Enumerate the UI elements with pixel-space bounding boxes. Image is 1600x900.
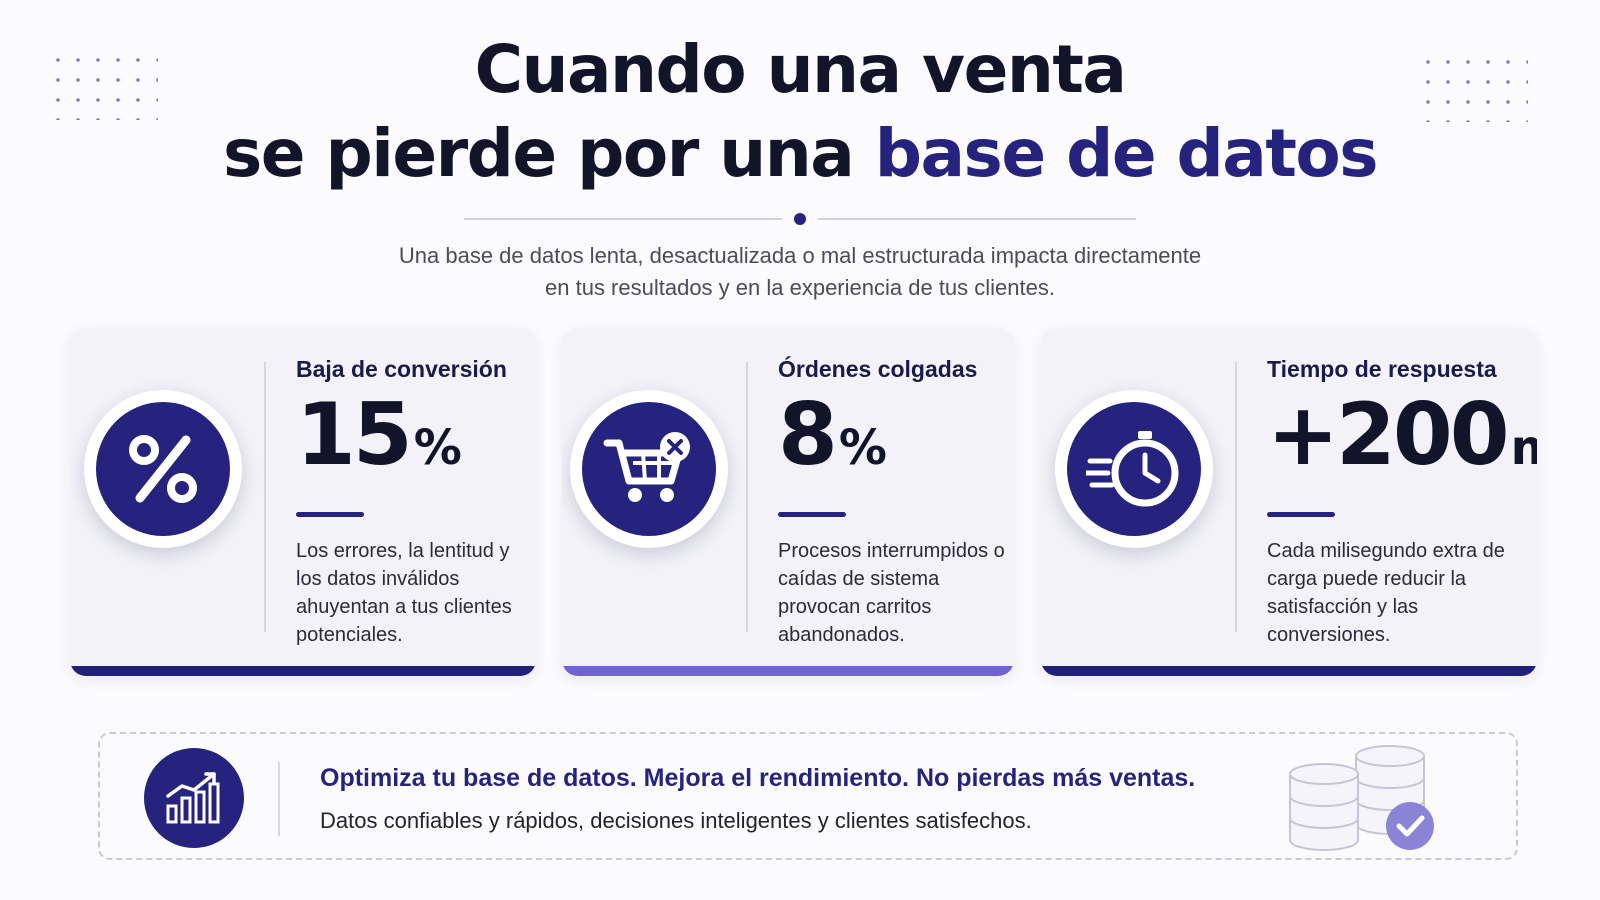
divider-line-left: [464, 218, 782, 220]
cta-banner: Optimiza tu base de datos. Mejora el ren…: [98, 732, 1518, 860]
icon-badge: [570, 390, 728, 548]
stat-card-response-time: Tiempo de respuesta +200ms Cada milisegu…: [1041, 328, 1537, 676]
divider-line-right: [818, 218, 1136, 220]
database-check-icon: [1289, 745, 1434, 851]
stat-value: 15: [296, 385, 413, 485]
card-label: Órdenes colgadas: [778, 356, 978, 382]
card-description: Los errores, la lentitud y los datos inv…: [296, 540, 512, 646]
title-line-2-accent: base de datos: [874, 115, 1379, 192]
card-bottom-bar: [562, 666, 1014, 676]
page-subtitle: Una base de datos lenta, desactualizada …: [300, 240, 1300, 304]
card-stat: 8%: [778, 390, 1008, 504]
banner-separator: [278, 762, 280, 836]
card-label: Baja de conversión: [296, 356, 507, 382]
title-divider: [464, 212, 1136, 226]
card-description: Procesos interrumpidos o caídas de siste…: [778, 540, 1005, 646]
stat-card-conversion: Baja de conversión 15% Los errores, la l…: [70, 328, 536, 676]
title-line-1: Cuando una venta: [474, 31, 1127, 108]
percent-icon: [129, 435, 197, 503]
icon-badge: [144, 748, 244, 848]
stopwatch-icon: [1086, 431, 1179, 507]
divider-dot: [794, 213, 806, 225]
page-title: Cuando una venta se pierde por una base …: [0, 28, 1600, 196]
card-stat: +200ms: [1267, 390, 1537, 504]
card-description: Cada milisegundo extra de carga puede re…: [1267, 540, 1505, 646]
card-separator: [746, 362, 748, 632]
card-bottom-bar: [1041, 666, 1537, 676]
icon-badge: [84, 390, 242, 548]
decorative-dot-grid-right: [1418, 52, 1528, 122]
banner-headline: Optimiza tu base de datos. Mejora el ren…: [320, 764, 1196, 792]
stat-underline: [778, 512, 846, 517]
card-separator: [264, 362, 266, 632]
growth-chart-icon: [166, 772, 220, 824]
card-label: Tiempo de respuesta: [1267, 356, 1497, 382]
banner-subtext: Datos confiables y rápidos, decisiones i…: [320, 808, 1032, 833]
subtitle-line-1: Una base de datos lenta, desactualizada …: [398, 243, 1202, 268]
stat-unit: ms: [1510, 420, 1537, 476]
card-separator: [1235, 362, 1237, 632]
cart-error-icon: [603, 432, 690, 502]
title-line-2-prefix: se pierde por una: [222, 115, 875, 192]
stat-underline: [1267, 512, 1335, 517]
card-bottom-bar: [70, 666, 536, 676]
icon-badge: [1055, 390, 1213, 548]
stat-card-orders: Órdenes colgadas 8% Procesos interrumpid…: [562, 328, 1014, 676]
stat-unit: %: [413, 420, 462, 476]
stat-value: +200: [1267, 385, 1510, 485]
subtitle-line-2: en tus resultados y en la experiencia de…: [545, 275, 1055, 300]
stat-unit: %: [838, 420, 887, 476]
stat-value: 8: [778, 385, 838, 485]
decorative-dot-grid-left: [48, 50, 158, 120]
stat-underline: [296, 512, 364, 517]
card-stat: 15%: [296, 390, 526, 504]
